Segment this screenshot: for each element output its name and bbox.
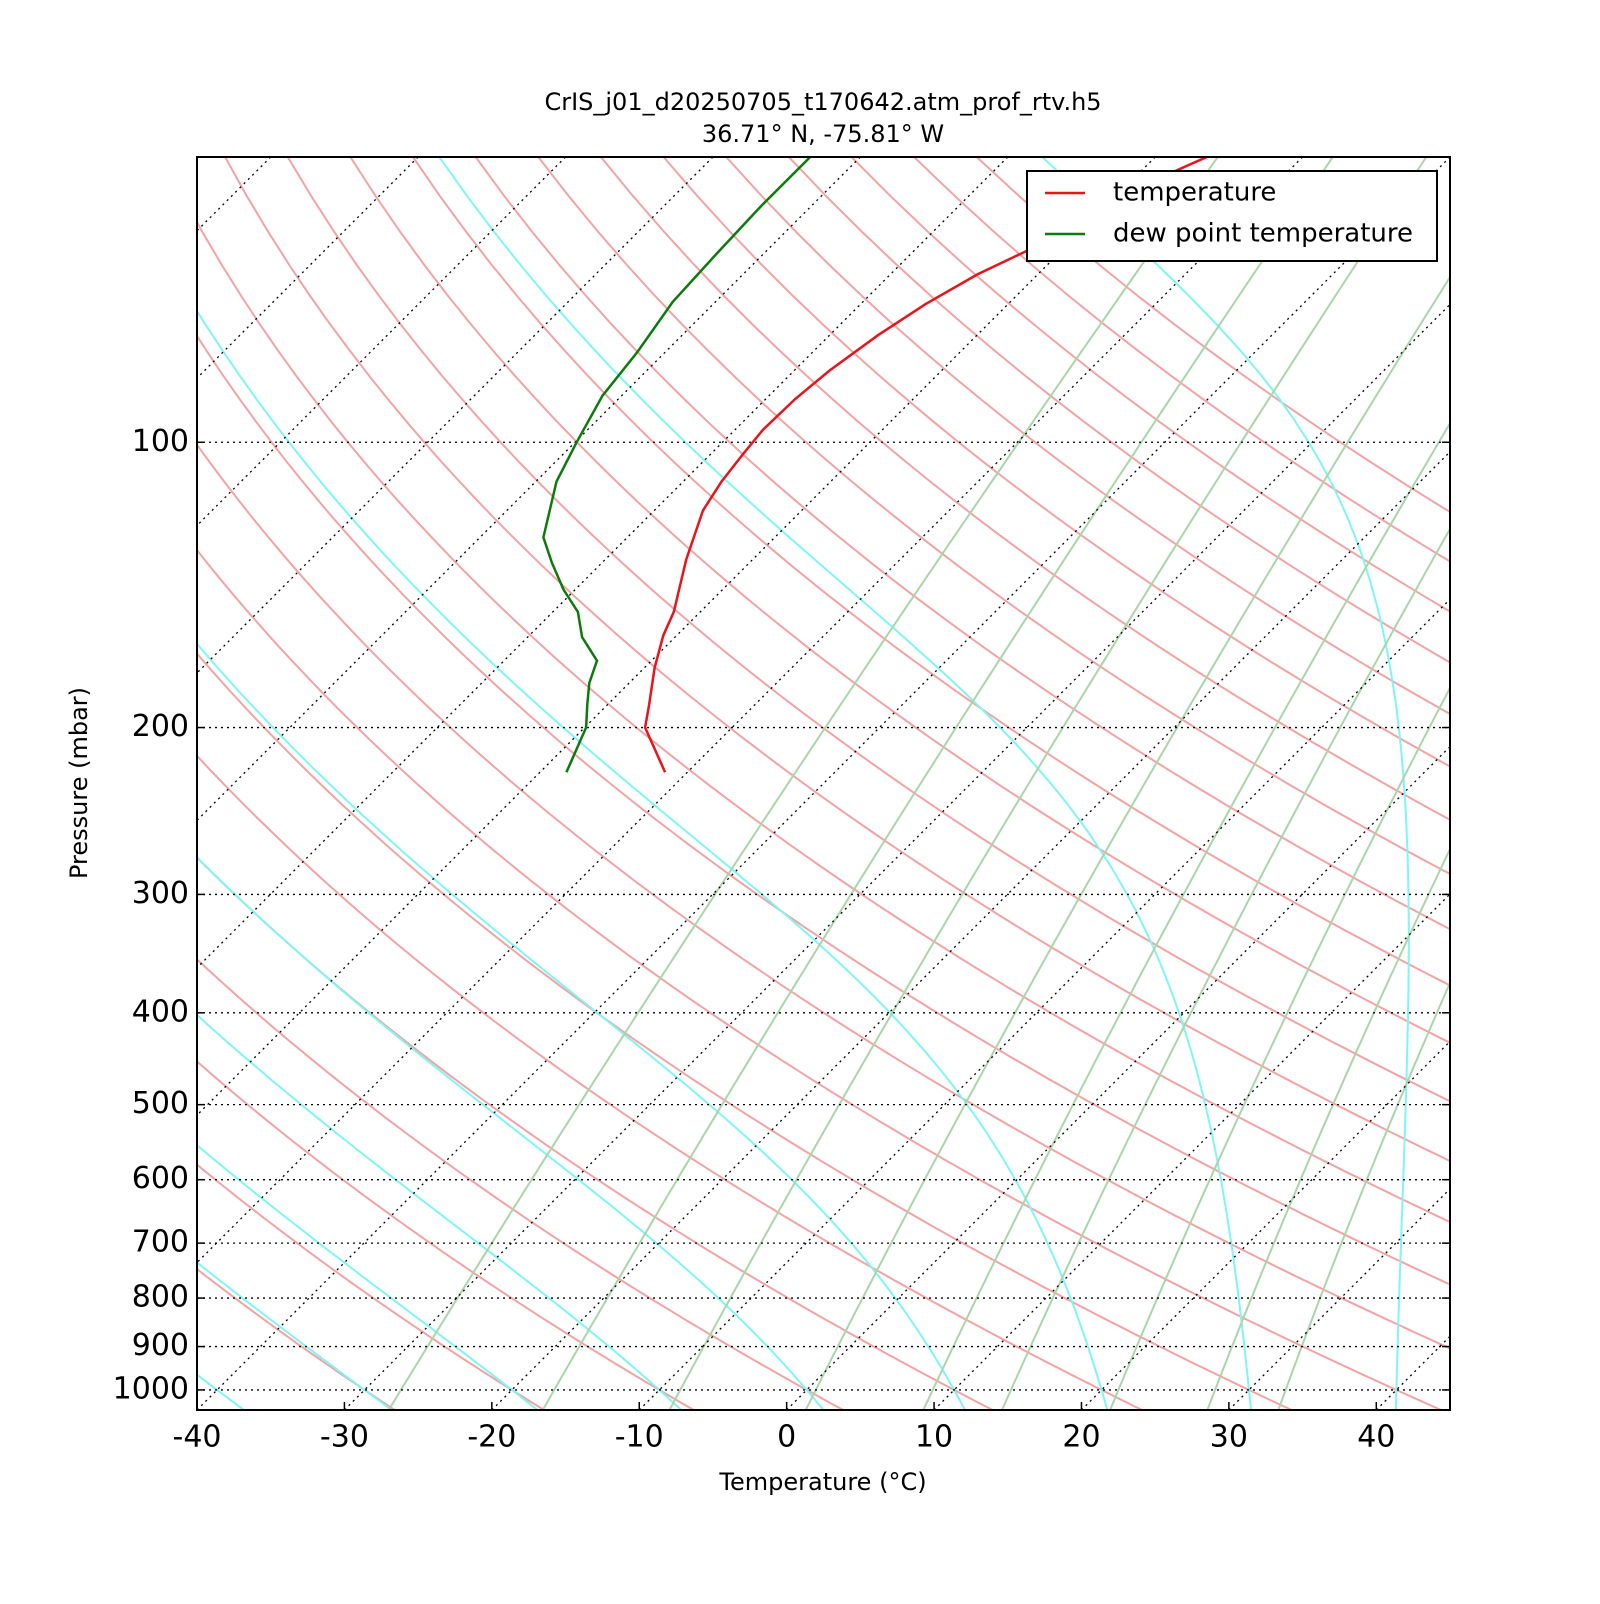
x-tick-label: -40	[173, 1420, 222, 1455]
x-tick-label: 30	[1210, 1420, 1248, 1455]
y-tick-label: 100	[132, 424, 189, 459]
x-tick-label: -20	[467, 1420, 516, 1455]
chart-subtitle: 36.71° N, -75.81° W	[702, 120, 944, 148]
x-axis-label: Temperature (°C)	[718, 1468, 926, 1496]
x-tick-label: 0	[777, 1420, 796, 1455]
y-tick-label: 900	[132, 1328, 189, 1363]
x-tick-label: -10	[615, 1420, 664, 1455]
x-tick-label: 20	[1062, 1420, 1100, 1455]
legend-label: temperature	[1113, 178, 1276, 208]
x-tick-label: 40	[1357, 1420, 1395, 1455]
y-tick-label: 700	[132, 1225, 189, 1260]
y-tick-label: 600	[132, 1161, 189, 1196]
y-tick-label: 200	[132, 709, 189, 744]
y-tick-label: 400	[132, 994, 189, 1029]
chart-title: CrIS_j01_d20250705_t170642.atm_prof_rtv.…	[544, 88, 1101, 116]
legend-label: dew point temperature	[1113, 219, 1413, 249]
y-axis-label: Pressure (mbar)	[65, 687, 93, 879]
y-tick-label: 800	[132, 1280, 189, 1315]
x-tick-label: -30	[320, 1420, 369, 1455]
x-tick-label: 10	[915, 1420, 953, 1455]
y-tick-label: 500	[132, 1086, 189, 1121]
y-tick-label: 1000	[113, 1371, 189, 1406]
y-tick-label: 300	[132, 876, 189, 911]
